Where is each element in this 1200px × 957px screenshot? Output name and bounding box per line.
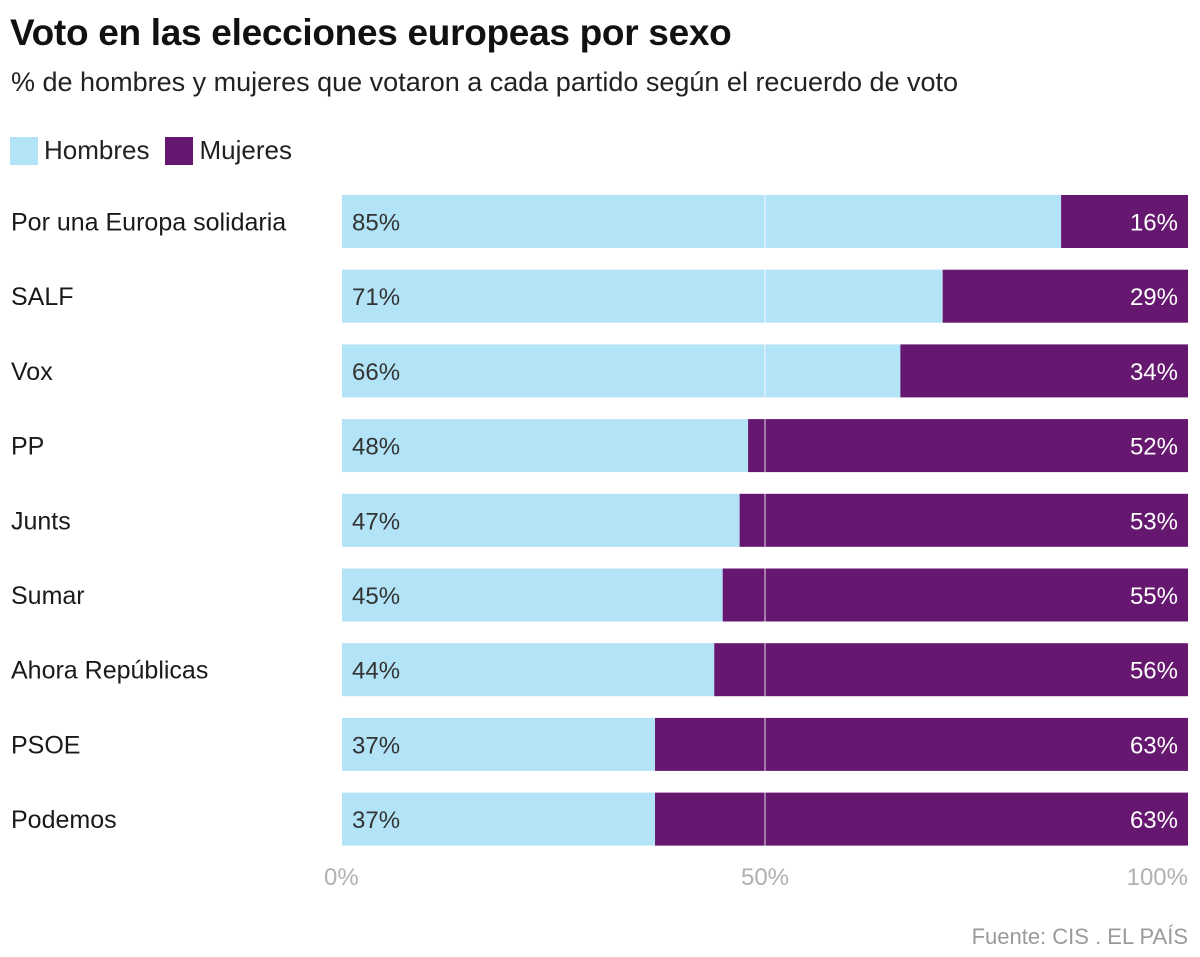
legend-swatch-mujeres: [165, 136, 194, 165]
category-label: Sumar: [11, 582, 85, 610]
legend-item-hombres: Hombres: [10, 135, 149, 166]
bar-hombres: [342, 568, 723, 622]
data-label-hombres: 48%: [352, 434, 400, 461]
bar-mujeres: [900, 344, 1188, 398]
data-label-mujeres: 53%: [1130, 508, 1178, 535]
bar-hombres: [342, 717, 656, 771]
bar-mujeres: [714, 643, 1188, 697]
data-label-mujeres: 52%: [1130, 434, 1178, 461]
legend: Hombres Mujeres: [10, 135, 308, 166]
bar-mujeres: [655, 792, 1188, 846]
bar-mujeres: [748, 419, 1188, 473]
bar-hombres: [342, 344, 901, 398]
legend-item-mujeres: Mujeres: [165, 135, 292, 166]
bar-hombres: [342, 195, 1062, 248]
bar-mujeres: [722, 568, 1188, 622]
data-label-mujeres: 34%: [1130, 359, 1178, 386]
data-label-mujeres: 63%: [1130, 807, 1178, 834]
category-label: Ahora Repúblicas: [11, 657, 208, 685]
category-label: PP: [11, 433, 44, 461]
bar-hombres: [342, 792, 656, 846]
data-label-mujeres: 56%: [1130, 658, 1178, 685]
bar-hombres: [342, 269, 943, 323]
category-label: Podemos: [11, 806, 117, 834]
legend-swatch-hombres: [10, 136, 38, 165]
bar-mujeres: [942, 269, 1188, 323]
bar-mujeres: [739, 493, 1188, 547]
data-label-hombres: 47%: [352, 508, 400, 535]
legend-label-mujeres: Mujeres: [199, 135, 292, 165]
legend-label-hombres: Hombres: [44, 135, 150, 165]
data-label-hombres: 85%: [352, 210, 400, 237]
x-tick-label: 100%: [1127, 864, 1188, 891]
chart-title: Voto en las elecciones europeas por sexo: [10, 12, 732, 53]
source-note: Fuente: CIS . EL PAÍS: [971, 924, 1188, 949]
category-label: Por una Europa solidaria: [11, 209, 286, 237]
bar-hombres: [342, 493, 740, 547]
data-label-hombres: 37%: [352, 732, 400, 759]
bar-mujeres: [655, 717, 1188, 771]
data-label-mujeres: 16%: [1130, 210, 1178, 237]
data-label-hombres: 66%: [352, 359, 400, 386]
data-label-mujeres: 63%: [1130, 732, 1178, 759]
category-label: Junts: [11, 507, 71, 535]
data-label-mujeres: 55%: [1130, 583, 1178, 610]
category-label: SALF: [11, 283, 74, 311]
category-label: Vox: [11, 358, 53, 386]
x-tick-label: 50%: [741, 864, 789, 891]
category-label: PSOE: [11, 731, 80, 759]
bar-mujeres: [1061, 195, 1188, 248]
data-label-hombres: 37%: [352, 807, 400, 834]
bar-hombres: [342, 419, 749, 473]
chart-subtitle: % de hombres y mujeres que votaron a cad…: [11, 67, 959, 97]
x-tick-label: 0%: [324, 864, 359, 891]
bar-hombres: [342, 643, 715, 697]
data-label-hombres: 71%: [352, 284, 400, 311]
data-label-hombres: 44%: [352, 658, 400, 685]
data-label-mujeres: 29%: [1130, 284, 1178, 311]
data-label-hombres: 45%: [352, 583, 400, 610]
